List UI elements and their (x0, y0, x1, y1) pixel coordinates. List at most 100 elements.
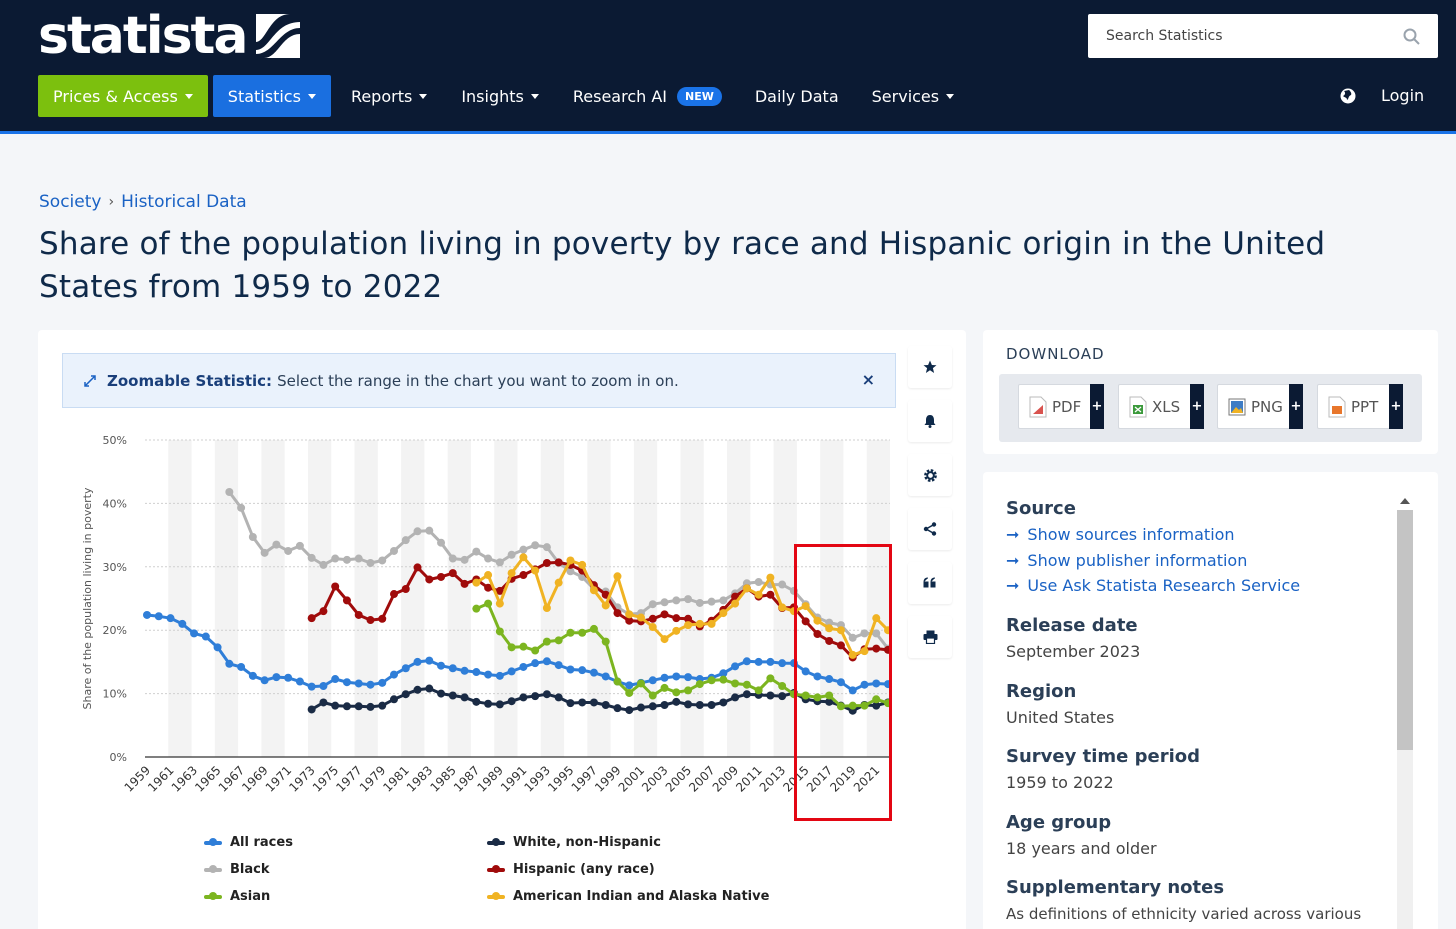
search-icon[interactable] (1403, 28, 1420, 45)
search-box[interactable] (1088, 14, 1438, 58)
legend-item[interactable]: All races (204, 835, 293, 850)
column-band (773, 440, 797, 757)
x-tick-label: 2005 (663, 763, 694, 794)
print-button[interactable] (908, 616, 952, 658)
data-point (272, 673, 281, 682)
x-tick-label: 2011 (733, 763, 764, 794)
caret-down-icon (530, 93, 539, 99)
ask-statista-link[interactable]: ➞ Use Ask Statista Research Service (1006, 576, 1300, 595)
data-point (613, 572, 622, 581)
data-point (766, 657, 775, 666)
legend-item[interactable]: Asian (204, 889, 270, 904)
globe-icon[interactable] (1340, 88, 1356, 104)
data-point (472, 668, 481, 677)
breadcrumb-society[interactable]: Society (39, 192, 102, 212)
show-sources-link[interactable]: ➞ Show sources information (1006, 525, 1235, 544)
notification-button[interactable] (908, 400, 952, 442)
x-tick-label: 1989 (474, 763, 505, 794)
data-point (307, 682, 316, 691)
data-point (401, 690, 410, 699)
settings-button[interactable] (908, 454, 952, 496)
search-input[interactable] (1106, 28, 1403, 44)
new-badge: NEW (677, 86, 722, 106)
survey-period-heading: Survey time period (1006, 746, 1200, 767)
legend-item[interactable]: Black (204, 862, 270, 877)
scroll-up-icon[interactable] (1400, 498, 1410, 504)
show-publisher-label: Show publisher information (1027, 551, 1248, 570)
data-point (589, 668, 598, 677)
legend-item[interactable]: American Indian and Alaska Native (487, 889, 769, 904)
data-point (472, 697, 481, 706)
legend-label: American Indian and Alaska Native (513, 889, 770, 904)
legend-item[interactable]: White, non-Hispanic (487, 835, 661, 850)
download-png-button[interactable]: PNG + (1217, 384, 1303, 429)
scroll-thumb[interactable] (1397, 510, 1413, 750)
data-point (566, 699, 575, 708)
data-point (190, 629, 199, 638)
download-xls-button[interactable]: XLS + (1118, 384, 1204, 429)
data-point (707, 619, 716, 628)
nav-daily-data[interactable]: Daily Data (755, 87, 839, 106)
legend-swatch (204, 837, 222, 846)
data-point (413, 685, 422, 694)
age-group-value: 18 years and older (1006, 839, 1157, 858)
x-tick-label: 1961 (145, 763, 176, 794)
nav-reports[interactable]: Reports (351, 87, 428, 106)
nav-insights[interactable]: Insights (461, 87, 539, 106)
data-point (166, 614, 175, 623)
nav-services[interactable]: Services (872, 87, 955, 106)
nav-prices-access[interactable]: Prices & Access (38, 75, 208, 117)
favorite-button[interactable] (908, 346, 952, 388)
data-point (507, 550, 516, 559)
data-point (648, 600, 657, 609)
survey-period-value: 1959 to 2022 (1006, 773, 1114, 792)
data-point (778, 681, 787, 690)
data-point (707, 597, 716, 606)
statistic-info-card: Source ➞ Show sources information ➞ Show… (983, 472, 1438, 929)
bell-icon (924, 415, 936, 428)
show-publisher-link[interactable]: ➞ Show publisher information (1006, 551, 1247, 570)
ppt-plus-button[interactable]: + (1389, 384, 1403, 429)
cite-button[interactable] (908, 562, 952, 604)
column-band (866, 440, 890, 757)
x-tick-label: 1979 (357, 763, 388, 794)
data-point (472, 578, 481, 587)
data-point (719, 698, 728, 707)
data-point (742, 657, 751, 666)
data-point (684, 614, 693, 623)
data-point (507, 569, 516, 578)
data-point (813, 672, 822, 681)
breadcrumb-historical-data[interactable]: Historical Data (121, 192, 247, 212)
data-point (495, 671, 504, 680)
pdf-plus-button[interactable]: + (1090, 384, 1104, 429)
data-point (495, 599, 504, 608)
star-icon (923, 360, 937, 373)
data-point (225, 659, 234, 668)
png-plus-button[interactable]: + (1289, 384, 1303, 429)
download-pdf-button[interactable]: PDF + (1018, 384, 1104, 429)
legend-item[interactable]: Hispanic (any race) (487, 862, 655, 877)
login-link[interactable]: Login (1381, 86, 1425, 105)
data-point (660, 683, 669, 692)
xls-plus-button[interactable]: + (1190, 384, 1204, 429)
data-point (872, 695, 881, 704)
info-scrollbar[interactable] (1397, 494, 1413, 929)
download-ppt-button[interactable]: PPT + (1317, 384, 1403, 429)
nav-research-ai[interactable]: Research AI NEW (573, 86, 722, 106)
x-tick-label: 1983 (404, 763, 435, 794)
poverty-line-chart[interactable]: 0% 10% 20% 30% 40% 50% Share of the population… (38, 420, 908, 830)
nav-statistics[interactable]: Statistics (212, 75, 331, 117)
data-point (554, 661, 563, 670)
data-point (754, 657, 763, 666)
pdf-file-icon (1029, 396, 1047, 417)
data-point (625, 681, 634, 690)
x-tick-label: 1963 (169, 763, 200, 794)
data-point (742, 680, 751, 689)
close-icon[interactable]: × (861, 370, 875, 389)
data-point (578, 560, 587, 569)
statista-logo[interactable]: statista (38, 6, 301, 66)
share-button[interactable] (908, 508, 952, 550)
data-point (778, 659, 787, 668)
arrow-right-icon: ➞ (1006, 576, 1020, 595)
data-point (672, 614, 681, 623)
